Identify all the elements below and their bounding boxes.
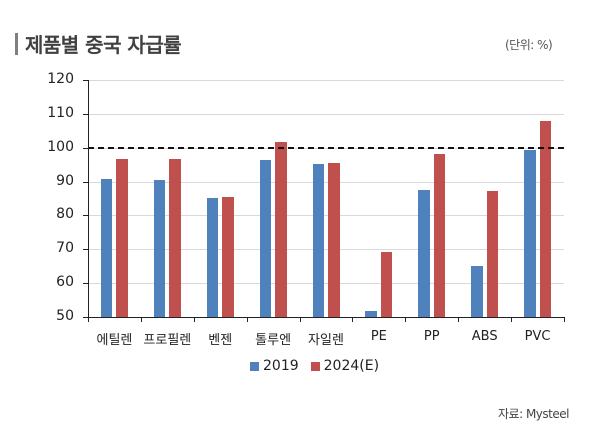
gridline [88, 80, 564, 81]
x-tick-label: PE [370, 329, 387, 344]
bar-2019 [259, 160, 272, 317]
x-tick [405, 317, 407, 322]
y-tick-label: 100 [47, 138, 74, 155]
y-tick-label: 70 [56, 240, 74, 257]
bar-2019 [365, 311, 377, 317]
y-tick [83, 317, 88, 318]
bar-2019 [418, 189, 430, 317]
bar-2019 [524, 150, 536, 317]
legend: 2019 2024(E) [250, 358, 391, 374]
y-tick [83, 80, 88, 81]
y-tick [83, 113, 88, 115]
legend-item-2024e: 2024(E) [310, 358, 380, 374]
y-tick [83, 215, 88, 217]
x-tick [299, 317, 301, 322]
y-tick [83, 249, 88, 251]
chart-title: 제품별 중국 자급률 [25, 33, 182, 57]
y-tick [83, 283, 88, 285]
legend-swatch-2024e [310, 361, 320, 371]
y-tick-label: 80 [56, 206, 74, 223]
bar-2024e [169, 159, 181, 317]
bar-2024e [275, 141, 287, 317]
x-tick [88, 317, 89, 322]
x-tick-label: 프로필렌 [143, 333, 192, 348]
gridline [88, 215, 564, 217]
gridline [88, 181, 564, 183]
gridline [88, 283, 564, 285]
x-tick [511, 317, 513, 322]
bar-2019 [206, 197, 219, 317]
y-axis [88, 80, 89, 318]
y-tick [83, 181, 88, 183]
y-tick-label: 90 [56, 172, 74, 189]
x-tick [246, 317, 248, 322]
legend-label-2019: 2019 [263, 358, 299, 374]
x-tick-label: 벤젠 [208, 333, 233, 348]
x-tick-label: PP [423, 329, 440, 344]
x-tick [458, 317, 460, 322]
bar-2024e [380, 251, 393, 317]
x-tick [564, 317, 565, 322]
x-tick [352, 317, 354, 322]
x-axis [88, 317, 564, 318]
bar-2019 [100, 178, 113, 317]
x-tick-label: 에틸렌 [96, 333, 133, 348]
x-tick-label: ABS [471, 329, 498, 344]
x-tick-label: 자일렌 [308, 333, 344, 348]
bar-2019 [153, 180, 166, 317]
bar-2019 [471, 265, 483, 317]
x-tick-label: PVC [524, 329, 551, 344]
plot-area [88, 80, 564, 317]
y-tick-label: 110 [47, 104, 74, 121]
bar-2024e [222, 196, 234, 317]
legend-item-2019: 2019 [250, 358, 299, 374]
reference-line-100 [88, 146, 564, 149]
y-tick-label: 120 [47, 71, 74, 87]
x-tick-label: 톨루엔 [255, 333, 292, 348]
x-tick [140, 317, 142, 322]
bar-2024e [116, 159, 128, 317]
bar-2019 [312, 164, 324, 317]
y-tick-label: 50 [56, 308, 74, 324]
gridline [88, 113, 564, 115]
bar-2024e [433, 153, 446, 317]
x-tick [193, 317, 195, 322]
title-accent-bar [15, 33, 18, 55]
bar-2024e [539, 120, 552, 317]
y-tick [83, 147, 88, 149]
gridline [88, 249, 564, 251]
bar-2024e [486, 191, 499, 317]
unit-label: (단위: %) [505, 38, 553, 52]
legend-swatch-2019 [250, 361, 259, 371]
source-note: 자료: Mysteel [498, 407, 569, 421]
y-tick-label: 60 [56, 274, 74, 291]
legend-label-2024e: 2024(E) [323, 358, 380, 374]
bar-2024e [328, 162, 340, 317]
